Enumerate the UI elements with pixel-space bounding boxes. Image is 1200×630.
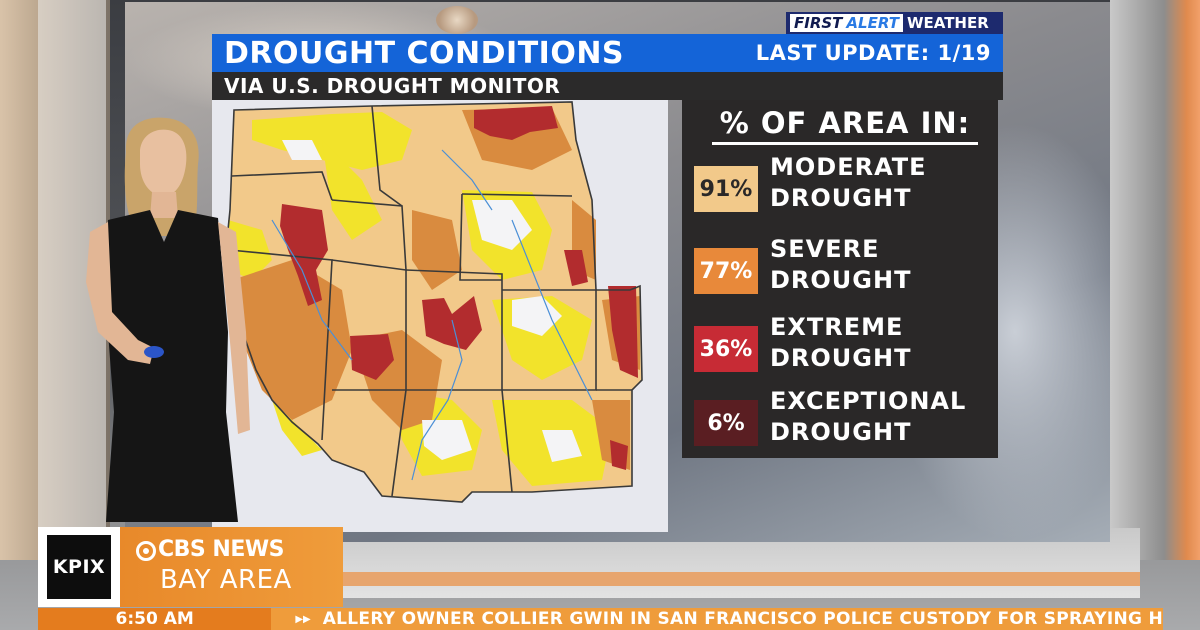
brand-weather: WEATHER (906, 14, 989, 32)
drought-map-svg (225, 101, 643, 503)
stat-label-exceptional: EXCEPTIONAL DROUGHT (770, 387, 967, 446)
presenter-neck (150, 192, 178, 218)
stat-exceptional: 6% EXCEPTIONAL DROUGHT (694, 386, 994, 450)
ticker-time: 6:50 AM (38, 608, 272, 630)
title-bar: DROUGHT CONDITIONS LAST UPDATE: 1/19 (212, 34, 1003, 72)
ticker-headline: ALLERY OWNER COLLIER GWIN IN SAN FRANCIS… (322, 609, 1163, 629)
map-rivers (271, 149, 593, 481)
region-name: BAY AREA (160, 565, 292, 595)
source-bar: VIA U.S. DROUGHT MONITOR (212, 72, 1003, 100)
map-layer-extreme (280, 106, 638, 470)
map-layer-severe (232, 108, 640, 470)
network-brand: CBS NEWS BAY AREA (120, 527, 343, 607)
map-layer-none (282, 140, 582, 462)
stat-swatch-severe: 77% (694, 248, 758, 294)
stat-label-extreme: EXTREME DROUGHT (770, 313, 912, 372)
news-ticker: 6:50 AM ▶▶ ALLERY OWNER COLLIER GWIN IN … (38, 608, 1163, 630)
stat-moderate: 91% MODERATE DROUGHT (694, 152, 994, 216)
network-name: CBS NEWS (158, 537, 284, 562)
cbs-eye-icon (136, 541, 156, 561)
stat-swatch-exceptional: 6% (694, 400, 758, 446)
brand-alert: ALERT (846, 14, 903, 32)
presenter-dress (106, 210, 238, 522)
brand-first: FIRST (790, 14, 847, 32)
clicker-icon (144, 346, 164, 358)
ticker-arrow-icon: ▶▶ (295, 613, 311, 625)
stat-swatch-extreme: 36% (694, 326, 758, 372)
stat-severe: 77% SEVERE DROUGHT (694, 234, 994, 298)
drought-map (212, 100, 668, 532)
source-text: VIA U.S. DROUGHT MONITOR (224, 74, 561, 98)
studio-frame-right (1110, 0, 1200, 560)
station-logo-disc (436, 6, 478, 34)
last-update: LAST UPDATE: 1/19 (755, 41, 991, 65)
graphic-title: DROUGHT CONDITIONS (224, 35, 625, 71)
station-call-letters: KPIX (47, 535, 111, 599)
studio-floor-strip (340, 572, 1140, 586)
stat-extreme: 36% EXTREME DROUGHT (694, 312, 994, 376)
stats-panel: % OF AREA IN: 91% MODERATE DROUGHT 77% S… (682, 100, 998, 458)
first-alert-weather-logo: FIRST ALERT WEATHER (786, 12, 1003, 34)
presenter-arm-right (218, 222, 250, 434)
map-state-borders (225, 101, 643, 503)
stat-swatch-moderate: 91% (694, 166, 758, 212)
stats-heading: % OF AREA IN: (712, 106, 978, 145)
presenter-figure (86, 117, 250, 522)
presenter-face (140, 129, 187, 196)
stat-label-severe: SEVERE DROUGHT (770, 235, 912, 294)
presenter-arm-left (86, 222, 154, 364)
station-bug: KPIX (38, 527, 120, 607)
stat-label-moderate: MODERATE DROUGHT (770, 153, 927, 212)
